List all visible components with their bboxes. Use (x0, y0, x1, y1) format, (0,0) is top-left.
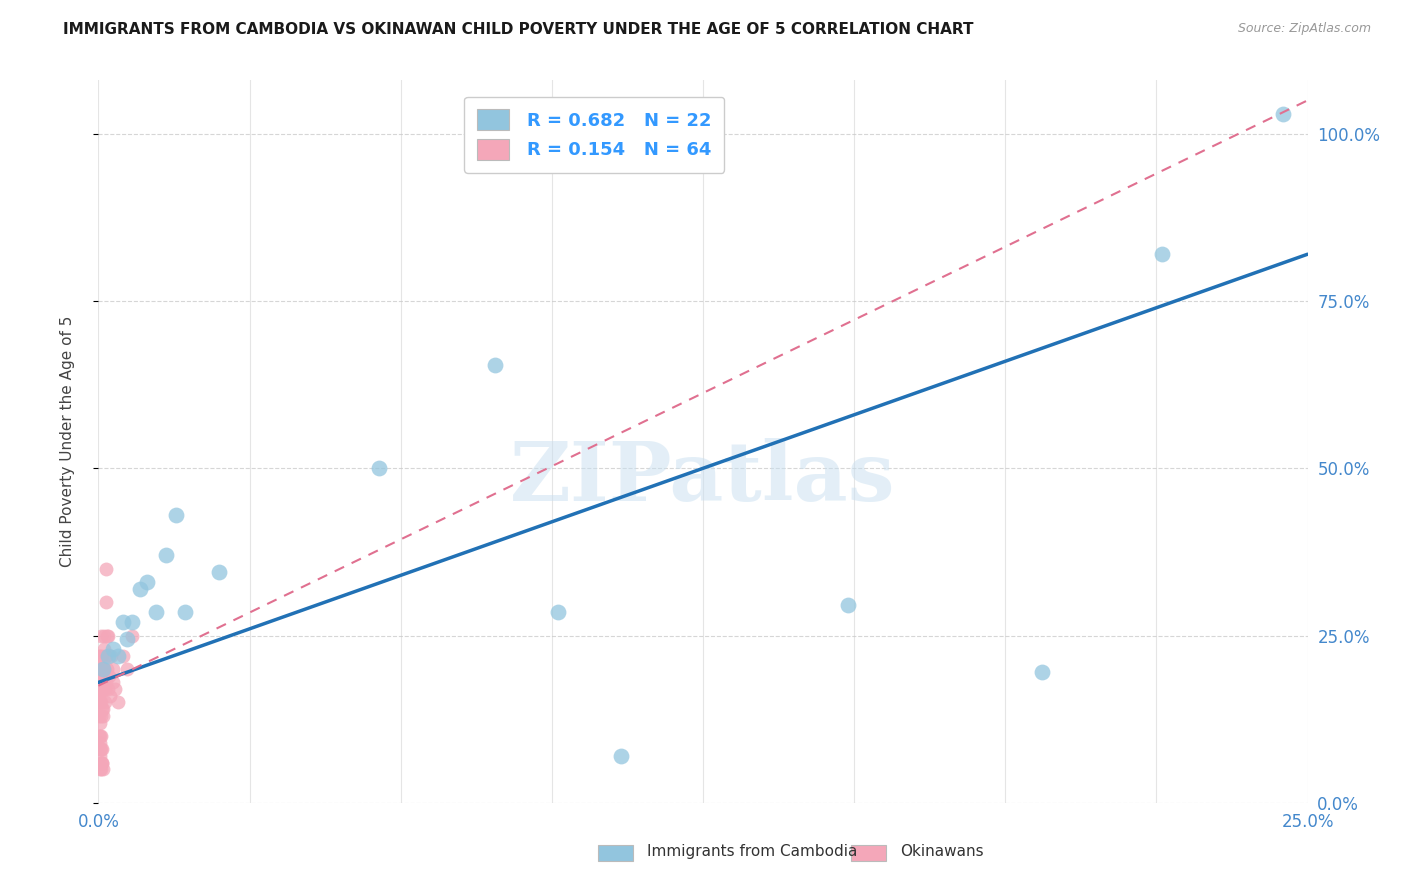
Point (93, 642, 115, 657)
Point (97, 681, 120, 696)
Point (90, 742, 112, 756)
Point (91, 648, 114, 663)
Point (97, 648, 120, 663)
Point (96, 662, 118, 676)
Point (91, 669, 114, 683)
Point (97, 628, 120, 642)
Point (89, 742, 111, 756)
Point (111, 648, 134, 663)
Point (91, 702, 114, 716)
Text: ZIPatlas: ZIPatlas (510, 438, 896, 517)
Point (89, 696, 111, 710)
Point (90, 662, 112, 676)
Point (837, 599, 859, 613)
Point (89, 681, 111, 696)
Point (208, 565, 231, 579)
Point (91, 681, 114, 696)
Text: Source: ZipAtlas.com: Source: ZipAtlas.com (1237, 22, 1371, 36)
Point (91, 756, 114, 770)
Point (368, 461, 391, 475)
Point (89, 662, 111, 676)
Point (93, 628, 115, 642)
Point (98, 689, 121, 703)
Point (1031, 665, 1053, 680)
Point (89, 648, 111, 663)
Point (121, 628, 143, 642)
Point (94, 648, 117, 663)
Point (117, 632, 139, 646)
Point (128, 582, 150, 596)
Point (107, 696, 129, 710)
Text: IMMIGRANTS FROM CAMBODIA VS OKINAWAN CHILD POVERTY UNDER THE AGE OF 5 CORRELATIO: IMMIGRANTS FROM CAMBODIA VS OKINAWAN CHI… (63, 22, 974, 37)
Point (93, 681, 115, 696)
Point (89, 762, 111, 776)
Point (101, 675, 124, 690)
Point (174, 605, 197, 619)
Point (547, 605, 569, 619)
Point (89, 708, 111, 723)
Point (484, 358, 506, 372)
Point (89, 729, 111, 743)
Point (90, 729, 112, 743)
Point (94, 696, 117, 710)
Point (90, 742, 112, 756)
Text: Okinawans: Okinawans (900, 845, 983, 859)
Point (90, 756, 112, 770)
Point (117, 662, 139, 676)
Point (87, 689, 110, 703)
Point (89, 729, 111, 743)
Point (107, 648, 129, 663)
Point (90, 756, 112, 770)
Point (111, 615, 134, 630)
Point (91, 675, 114, 690)
Point (91, 662, 114, 676)
Point (91, 762, 114, 776)
Point (87, 675, 110, 690)
Point (91, 681, 114, 696)
Point (91, 662, 114, 676)
Point (610, 749, 633, 764)
Point (93, 662, 115, 676)
Point (89, 648, 111, 663)
Point (94, 595, 117, 609)
Point (89, 675, 111, 690)
Point (90, 628, 112, 642)
Point (96, 628, 118, 642)
Point (145, 605, 167, 619)
Point (1272, 107, 1295, 121)
Point (90, 762, 112, 776)
Point (165, 508, 187, 523)
Point (101, 642, 124, 657)
Point (90, 696, 112, 710)
Point (121, 615, 143, 630)
Point (1152, 247, 1174, 261)
Point (90, 662, 112, 676)
Point (100, 648, 122, 663)
Point (96, 562, 118, 576)
Point (90, 681, 112, 696)
Point (90, 702, 112, 716)
Point (104, 681, 127, 696)
Point (91, 708, 114, 723)
Point (155, 548, 177, 563)
Point (98, 669, 121, 683)
Point (87, 662, 110, 676)
Point (89, 696, 111, 710)
Legend: R = 0.682   N = 22, R = 0.154   N = 64: R = 0.682 N = 22, R = 0.154 N = 64 (464, 96, 724, 172)
Text: Immigrants from Cambodia: Immigrants from Cambodia (647, 845, 858, 859)
Point (89, 715, 111, 730)
Point (135, 575, 157, 590)
Point (89, 735, 111, 749)
Point (90, 708, 112, 723)
Point (101, 662, 124, 676)
Y-axis label: Child Poverty Under the Age of 5: Child Poverty Under the Age of 5 (60, 316, 75, 567)
Point (94, 675, 117, 690)
Point (89, 749, 111, 764)
